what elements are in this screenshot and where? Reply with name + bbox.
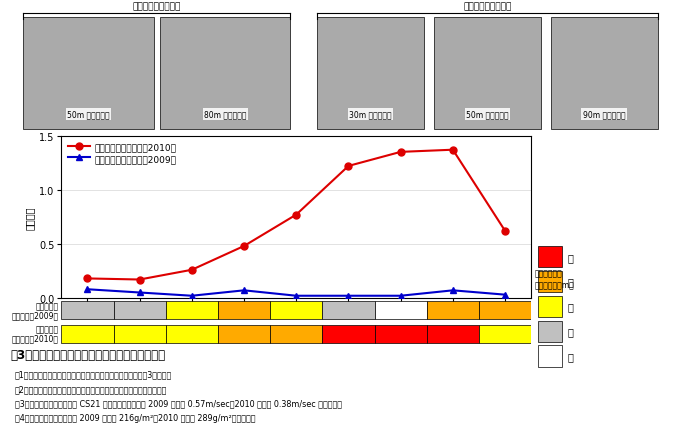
Text: 刈取開始地点
からの距離（m）: 刈取開始地点 からの距離（m） [535,269,574,290]
Text: 中: 中 [567,302,573,312]
Text: ＊4：平均コンバイン収量は 2009 年度が 216g/m²、2010 年度が 289g/m²であった。: ＊4：平均コンバイン収量は 2009 年度が 216g/m²、2010 年度が … [15,413,255,423]
Bar [479,302,531,320]
Bar [538,271,562,292]
Bar [218,302,270,320]
Bar [270,325,322,343]
Line: イネ科雑草優占圏場（2009）: イネ科雑草優占圏場（2009） [84,286,509,299]
イネ科雑草優占圏場（2009） [136,290,144,295]
タデ科雑草優占圏場（2010） [292,213,300,218]
イネ科雑草優占圏場（2009） [345,294,353,299]
タデ科雑草優占圏場（2010） [501,229,509,234]
Bar [114,325,165,343]
イネ科雑草優占圏場（2009） [83,287,91,292]
Bar [375,302,427,320]
Bar [538,296,562,317]
Bar [322,302,375,320]
Bar [23,17,154,130]
タデ科雑草優占圏場（2010） [83,276,91,281]
タデ科雑草優占圏場（2010） [449,148,457,153]
Text: 30m 地点（中）: 30m 地点（中） [349,110,392,119]
Text: イネ科雑草優占圏場: イネ科雑草優占圏場 [133,2,181,11]
Text: イネ科雑草: イネ科雑草 [36,302,59,311]
Legend: タデ科雑草優占圏場（2010）, イネ科雑草優占圏場（2009）: タデ科雑草優占圏場（2010）, イネ科雑草優占圏場（2009） [66,141,178,165]
タデ科雑草優占圏場（2010） [345,164,353,169]
Text: 90m 地点（中）: 90m 地点（中） [583,110,625,119]
Text: 優占圏場（2010）: 優占圏場（2010） [12,334,59,343]
Bar [270,302,322,320]
Bar [322,325,375,343]
イネ科雑草優占圏場（2009） [292,294,300,299]
Text: 50m 地点（大）: 50m 地点（大） [466,110,509,119]
Bar [61,325,114,343]
Bar [317,17,424,130]
イネ科雑草優占圏場（2009） [188,294,196,299]
Bar [160,17,290,130]
Bar [427,325,479,343]
タデ科雑草優占圏場（2010） [188,268,196,273]
タデ科雑草優占圏場（2010） [396,150,405,155]
Y-axis label: 汚れ粒数: 汚れ粒数 [25,205,35,229]
イネ科雑草優占圏場（2009） [501,292,509,297]
Text: ＊3：使用コンバインはＹ示 CS21 で、収穮作業速度は 2009 年度が 0.57m/sec、2010 年度が 0.38m/sec であった。: ＊3：使用コンバインはＹ示 CS21 で、収穮作業速度は 2009 年度が 0.… [15,399,342,408]
Text: タデ科雑草優占圏場: タデ科雑草優占圏場 [463,2,511,11]
Bar [165,325,218,343]
Text: 80m 地点（大）: 80m 地点（大） [204,110,247,119]
イネ科雑草優占圏場（2009） [240,288,248,293]
イネ科雑草優占圏場（2009） [396,294,405,299]
Bar [375,325,427,343]
Bar [551,17,657,130]
タデ科雑草優占圏場（2010） [136,277,144,282]
Text: 大: 大 [567,277,573,287]
Text: 図3　コンバイン収穮時の雑草による汚粒の発生: 図3 コンバイン収穮時の雑草による汚粒の発生 [10,348,165,361]
Bar [114,302,165,320]
Text: 50m 地点（大）: 50m 地点（大） [67,110,110,119]
Text: ＊1：雑草の繁茂程度は図上の写真及び成果の活用面・留意点3を参照。: ＊1：雑草の繁茂程度は図上の写真及び成果の活用面・留意点3を参照。 [15,370,172,379]
Bar [218,325,270,343]
Text: 少: 少 [567,327,573,337]
Bar [434,17,541,130]
Text: 甚: 甚 [567,252,573,262]
Bar [538,247,562,268]
タデ科雑草優占圏場（2010） [240,244,248,249]
Text: ＊2：各地点における目視による繁茂程度（微～甚）を図下に示した。: ＊2：各地点における目視による繁茂程度（微～甚）を図下に示した。 [15,384,168,393]
Text: 優占圏場（2009）: 優占圏場（2009） [12,311,59,320]
Bar [61,302,114,320]
Bar [427,302,479,320]
Line: タデ科雑草優占圏場（2010）: タデ科雑草優占圏場（2010） [84,147,509,283]
Text: タデ科雑草: タデ科雑草 [36,325,59,334]
Bar [479,325,531,343]
Bar [538,345,562,367]
Bar [538,321,562,342]
イネ科雑草優占圏場（2009） [449,288,457,293]
Text: 微: 微 [567,351,573,361]
Bar [165,302,218,320]
